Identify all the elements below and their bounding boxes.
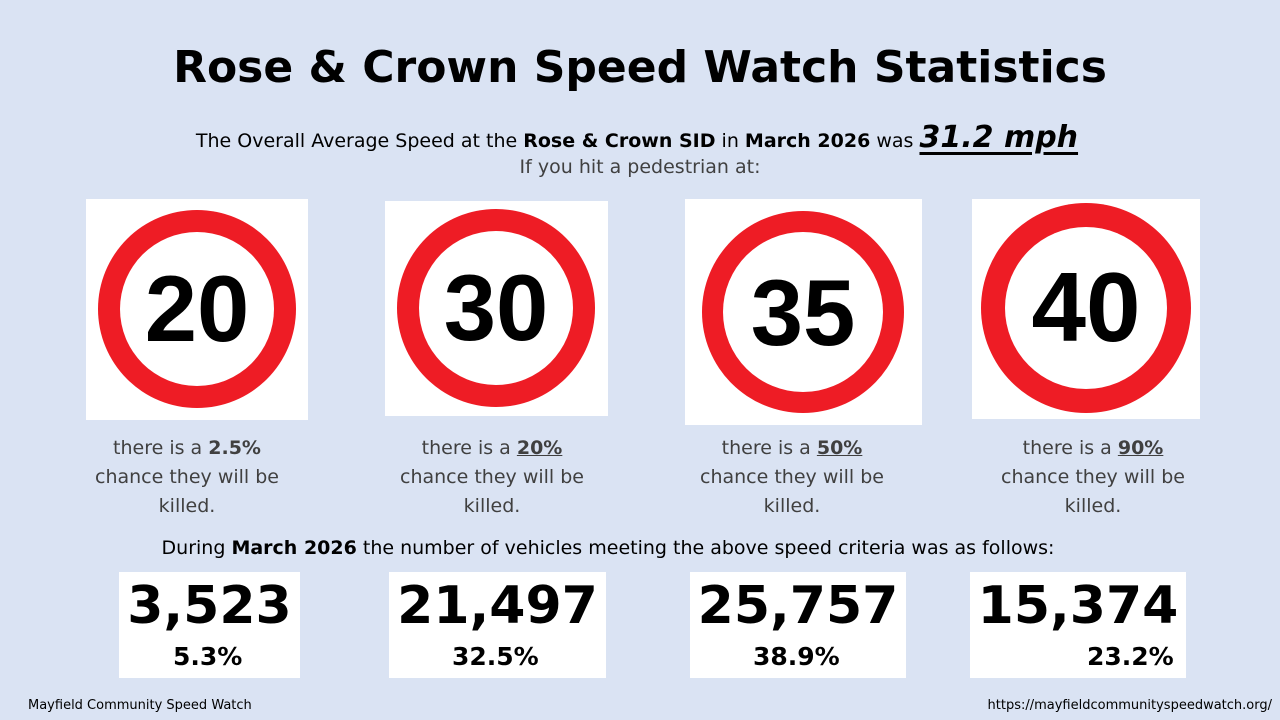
summary-mid: in (715, 130, 745, 152)
caption-text: there is a (721, 437, 817, 459)
sign-speed-label: 20 (145, 256, 250, 361)
caption-chance: 2.5% (208, 437, 261, 459)
average-speed-value: 31.2 mph (919, 120, 1079, 155)
caption-text: chance they will be (400, 466, 584, 488)
caption-20: there is a 2.5% chance they will be kill… (57, 434, 317, 521)
vehicle-percent: 32.5% (452, 642, 539, 671)
footer-website-link[interactable]: https://mayfieldcommunityspeedwatch.org/ (987, 698, 1272, 713)
caption-text: there is a (421, 437, 517, 459)
vehicle-count: 21,497 (397, 576, 598, 636)
average-speed-summary: The Overall Average Speed at the Rose & … (0, 120, 1280, 155)
summary-location: Rose & Crown SID (523, 130, 716, 152)
caption-text: killed. (763, 495, 821, 517)
vehicle-percent: 23.2% (1087, 642, 1174, 671)
during-period: March 2026 (231, 537, 357, 559)
count-box-35: 25,757 38.9% (690, 572, 906, 678)
caption-text: chance they will be (1001, 466, 1185, 488)
speed-sign-40: 40 (972, 199, 1200, 419)
caption-chance: 50% (816, 437, 863, 459)
caption-text: killed. (158, 495, 216, 517)
caption-30: there is a 20% chance they will be kille… (362, 434, 622, 521)
vehicle-count-intro: During March 2026 the number of vehicles… (0, 537, 1216, 559)
summary-period: March 2026 (744, 130, 871, 152)
speed-limit-sign-icon: 20 (98, 210, 296, 408)
sign-speed-label: 40 (1031, 252, 1140, 362)
speed-sign-35: 35 (685, 199, 922, 425)
caption-text: killed. (1064, 495, 1122, 517)
speed-limit-sign-icon: 40 (981, 203, 1191, 413)
speed-sign-20: 20 (86, 199, 308, 420)
speed-sign-30: 30 (385, 201, 608, 416)
caption-chance: 20% (516, 437, 563, 459)
vehicle-percent: 38.9% (753, 642, 840, 671)
caption-text: chance they will be (700, 466, 884, 488)
caption-text: there is a (113, 437, 209, 459)
caption-text: killed. (463, 495, 521, 517)
summary-prefix: The Overall Average Speed at the (195, 130, 524, 152)
vehicle-count: 25,757 (697, 576, 899, 636)
caption-40: there is a 90% chance they will be kille… (963, 434, 1223, 521)
count-box-30: 21,497 32.5% (389, 572, 606, 678)
caption-text: chance they will be (95, 466, 279, 488)
vehicle-count: 15,374 (977, 576, 1179, 636)
summary-suffix: was (870, 130, 920, 152)
speed-limit-sign-icon: 30 (397, 209, 595, 407)
sign-speed-label: 30 (444, 255, 549, 360)
page-title: Rose & Crown Speed Watch Statistics (173, 42, 1107, 93)
caption-text: there is a (1022, 437, 1118, 459)
caption-35: there is a 50% chance they will be kille… (662, 434, 922, 521)
speed-limit-sign-icon: 35 (702, 211, 904, 413)
vehicle-percent: 5.3% (173, 642, 243, 671)
caption-chance: 90% (1117, 437, 1164, 459)
footer-organisation: Mayfield Community Speed Watch (28, 698, 252, 713)
count-box-20: 3,523 5.3% (119, 572, 300, 678)
vehicle-count: 3,523 (127, 576, 292, 636)
pedestrian-intro: If you hit a pedestrian at: (519, 156, 761, 178)
sign-speed-label: 35 (751, 260, 856, 365)
during-prefix: During (161, 537, 232, 559)
during-suffix: the number of vehicles meeting the above… (356, 537, 1055, 559)
count-box-40: 15,374 23.2% (970, 572, 1186, 678)
